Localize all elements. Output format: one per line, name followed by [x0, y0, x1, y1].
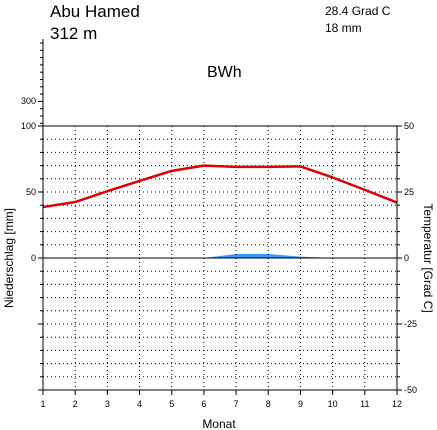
- right-tick-label: -50: [404, 385, 417, 395]
- axis-ticks: [38, 125, 402, 395]
- right-tick-label: -25: [404, 319, 417, 329]
- precipitation-area: [43, 254, 397, 258]
- station-name: Abu Hamed: [50, 2, 140, 21]
- left-axis-label: Niederschlag [mm]: [2, 208, 16, 308]
- mean-temperature: 28.4 Grad C: [325, 4, 391, 18]
- upper-tick-label: 300: [21, 96, 36, 106]
- annual-precipitation: 18 mm: [325, 21, 362, 35]
- temperature-polyline: [42, 164, 398, 209]
- right-tick-label: 50: [404, 121, 414, 131]
- x-tick-label: 4: [137, 399, 142, 409]
- x-tick-label: 1: [40, 399, 45, 409]
- right-tick-label: 0: [404, 253, 409, 263]
- x-tick-label: 12: [392, 399, 402, 409]
- right-axis-label: Temperatur [Grad C]: [421, 203, 435, 312]
- x-tick-label: 5: [169, 399, 174, 409]
- x-tick-label: 10: [328, 399, 338, 409]
- left-tick-label: 100: [21, 121, 36, 131]
- right-tick-label: 25: [404, 187, 414, 197]
- grid: [43, 126, 397, 390]
- left-tick-label: 0: [31, 253, 36, 263]
- x-tick-label: 11: [360, 399, 369, 409]
- x-tick-label: 7: [234, 399, 239, 409]
- left-tick-label: 50: [26, 187, 36, 197]
- x-tick-label: 3: [105, 399, 110, 409]
- x-axis-label: Monat: [202, 417, 236, 430]
- climate-class: BWh: [207, 64, 242, 81]
- upper-precipitation-scale: [38, 39, 44, 126]
- temperature-line: [42, 164, 398, 209]
- x-tick-label: 6: [201, 399, 206, 409]
- x-tick-label: 2: [73, 399, 78, 409]
- x-tick-label: 9: [298, 399, 303, 409]
- x-tick-label: 8: [266, 399, 271, 409]
- station-elevation: 312 m: [50, 24, 97, 43]
- precipitation-fill: [43, 254, 397, 258]
